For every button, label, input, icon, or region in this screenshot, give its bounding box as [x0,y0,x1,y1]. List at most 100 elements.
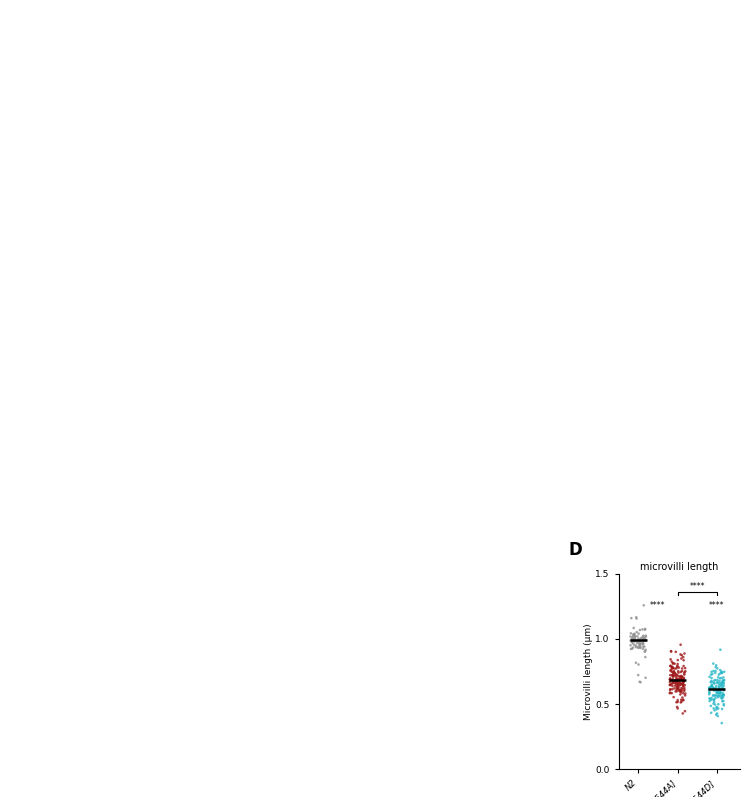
Point [708,696,720,709]
Point [625,630,637,643]
Point [707,702,719,715]
Point [712,673,724,686]
Point [628,633,640,646]
Point [714,664,726,677]
Point [716,666,728,679]
Point [714,686,726,699]
Point [705,676,717,689]
Point [640,630,652,642]
Point [668,662,680,674]
Point [667,680,679,693]
Point [627,630,639,643]
Point [674,677,686,689]
Point [672,696,684,709]
Point [706,692,718,705]
Point [718,665,730,678]
Point [674,677,686,689]
Point [638,640,650,653]
Point [671,701,683,713]
Point [664,679,676,692]
Point [718,671,730,684]
Point [634,676,646,689]
Point [674,685,686,698]
Point [714,690,726,703]
Point [716,666,728,679]
Point [678,667,690,680]
Point [677,673,689,685]
Point [706,682,718,695]
Point [634,636,646,649]
Point [628,633,640,646]
Point [667,673,679,685]
Point [670,669,682,682]
Point [710,680,722,693]
Point [669,677,681,689]
Point [704,670,716,683]
Point [676,691,688,704]
Point [666,655,678,668]
Point [670,676,682,689]
Point [678,675,690,688]
Point [676,670,688,683]
Point [632,669,644,681]
Point [626,634,638,646]
Point [713,677,725,689]
Point [714,689,726,701]
Point [704,692,716,705]
Point [639,633,651,646]
Point [673,662,685,674]
Point [713,687,725,700]
Point [666,661,678,673]
Point [716,678,728,691]
Point [665,645,677,658]
Point [667,662,679,674]
Point [675,670,687,683]
Point [677,679,689,692]
Point [669,679,681,692]
Point [676,682,688,695]
Point [634,633,646,646]
Point [716,690,728,703]
Point [706,676,718,689]
Point [712,689,724,702]
Point [708,674,720,687]
Point [668,677,680,689]
Point [675,673,687,685]
Point [668,665,680,677]
Point [664,683,676,696]
Point [665,645,677,658]
Point [707,697,719,710]
Point [716,680,728,693]
Point [628,634,640,647]
Point [710,681,722,694]
Point [673,673,685,685]
Point [676,678,688,691]
Point [675,677,687,690]
Point [640,634,652,647]
Point [631,626,643,638]
Point [631,637,643,650]
Point [716,692,728,705]
Point [704,681,716,693]
Point [632,630,644,642]
Point [704,686,716,699]
Point [716,692,728,705]
Point [678,672,690,685]
Point [667,666,679,679]
Point [637,630,649,643]
Point [705,681,717,693]
Point [667,657,679,669]
Point [634,623,646,636]
Point [629,634,641,646]
Point [665,665,677,677]
Point [708,677,720,690]
Point [627,638,639,650]
Point [674,648,686,661]
Point [672,677,684,689]
Point [710,692,722,705]
Point [664,673,676,685]
Text: ****: **** [709,601,724,611]
Point [672,665,684,677]
Point [712,662,724,675]
Point [664,673,676,685]
